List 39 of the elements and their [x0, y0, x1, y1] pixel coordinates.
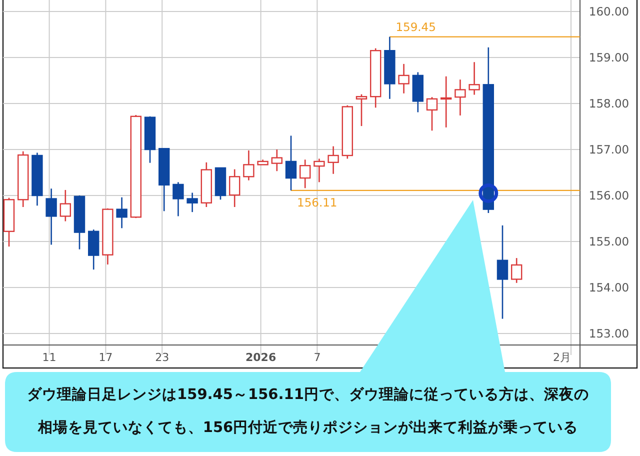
text: ダウ理論日足レンジは159.45～156.11円で、ダウ理論に従っている方は、深夜の	[27, 385, 589, 403]
candlestick	[46, 188, 57, 246]
y-tick-label: 158.00	[588, 96, 630, 110]
candlestick	[511, 257, 522, 284]
candlestick	[426, 96, 438, 132]
y-tick-label: 153.00	[588, 326, 630, 340]
x-tick-label: 2月	[553, 351, 571, 364]
x-tick-label: 23	[155, 351, 170, 364]
y-tick-label: 154.00	[588, 280, 630, 294]
text: 相場を見ていなくても、156円付近で売りポジションが出来て利益が乗っている	[36, 419, 578, 436]
candlestick	[88, 228, 100, 270]
candlestick	[356, 94, 368, 127]
candlestick	[285, 135, 297, 192]
candlestick	[300, 158, 311, 189]
y-tick-label: 159.00	[588, 50, 630, 64]
y-tick-label: 157.00	[588, 142, 630, 156]
x-tick-label: 2026	[245, 351, 276, 364]
candlestick	[186, 192, 198, 213]
y-tick-label: 156.00	[588, 188, 630, 202]
candlestick	[229, 168, 240, 208]
ref-line-label: 159.45	[396, 20, 436, 34]
candlestick	[468, 61, 480, 96]
candlestick	[454, 78, 466, 116]
candlestick	[271, 148, 282, 172]
candlestick	[60, 189, 71, 222]
x-tick-label: 11	[42, 351, 56, 364]
candlestick	[398, 63, 410, 94]
y-tick-label: 155.00	[588, 234, 630, 248]
candlestick	[328, 146, 339, 175]
x-tick-label: 7	[314, 351, 321, 364]
candlestick	[172, 182, 184, 217]
candlestick	[314, 158, 325, 183]
candlestick	[440, 76, 452, 128]
candlestick	[243, 150, 254, 181]
candlestick	[116, 196, 128, 229]
candlestick	[496, 224, 508, 320]
ref-line-label: 156.11	[297, 195, 338, 210]
x-tick-label: 17	[98, 351, 113, 364]
y-tick-label: 160.00	[588, 4, 630, 18]
